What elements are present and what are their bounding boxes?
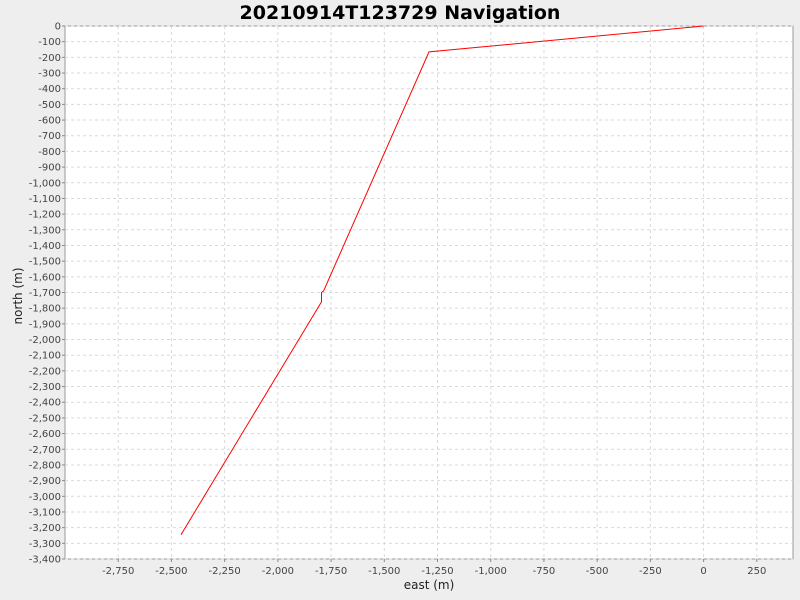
x-tick-label: -2,500 — [155, 566, 187, 577]
x-tick-label: -1,000 — [475, 566, 507, 577]
y-tick-label: -1,700 — [29, 288, 61, 299]
x-tick-label: 0 — [700, 566, 706, 577]
y-tick-label: -1,900 — [29, 319, 61, 330]
y-tick-label: -3,200 — [29, 523, 61, 534]
y-tick-label: -2,400 — [29, 398, 61, 409]
x-tick-label: -500 — [586, 566, 609, 577]
y-tick-label: -300 — [38, 69, 61, 80]
y-tick-label: -1,600 — [29, 272, 61, 283]
y-tick-label: -200 — [38, 53, 61, 64]
navigation-track-line — [180, 25, 704, 535]
y-tick-label: -1,200 — [29, 210, 61, 221]
y-tick-label: -2,900 — [29, 476, 61, 487]
axis-ticks: -2,750 -2,500 -2,250 -2,000 -1,750 -1,500 -1,2… — [29, 22, 767, 578]
y-tick-label: -2,300 — [29, 382, 61, 393]
x-tick-label: -2,250 — [209, 566, 241, 577]
grid — [65, 25, 793, 560]
y-tick-label: -3,400 — [29, 555, 61, 566]
x-tick-label: -1,750 — [315, 566, 347, 577]
y-tick-label: -800 — [38, 147, 61, 158]
x-axis-label: east (m) — [404, 578, 455, 592]
x-tick-label: 250 — [747, 566, 766, 577]
y-tick-label: -600 — [38, 116, 61, 127]
y-tick-label: -3,100 — [29, 507, 61, 518]
y-tick-label: -500 — [38, 100, 61, 111]
x-tick-label: -2,000 — [262, 566, 294, 577]
x-tick-label: -1,250 — [421, 566, 453, 577]
y-axis-label: north (m) — [11, 267, 25, 324]
chart-title: 20210914T123729 Navigation — [240, 2, 561, 24]
y-tick-label: -1,500 — [29, 257, 61, 268]
x-tick-label: -2,750 — [102, 566, 134, 577]
y-tick-label: -3,000 — [29, 492, 61, 503]
x-tick-label: -250 — [639, 566, 662, 577]
y-tick-label: -1,300 — [29, 225, 61, 236]
y-tick-label: -2,600 — [29, 429, 61, 440]
y-tick-label: -3,300 — [29, 539, 61, 550]
y-tick-label: -2,500 — [29, 413, 61, 424]
y-tick-label: -900 — [38, 163, 61, 174]
y-tick-label: -2,800 — [29, 460, 61, 471]
y-tick-label: -700 — [38, 131, 61, 142]
y-tick-label: -1,800 — [29, 304, 61, 315]
y-tick-label: 0 — [55, 22, 61, 33]
y-tick-label: -2,000 — [29, 335, 61, 346]
y-tick-label: -1,400 — [29, 241, 61, 252]
y-tick-label: -100 — [38, 37, 61, 48]
y-tick-label: -2,200 — [29, 366, 61, 377]
y-tick-label: -1,100 — [29, 194, 61, 205]
y-tick-label: -1,000 — [29, 178, 61, 189]
x-tick-label: -1,500 — [368, 566, 400, 577]
y-tick-label: -2,700 — [29, 445, 61, 456]
y-tick-label: -2,100 — [29, 351, 61, 362]
y-tick-label: -400 — [38, 84, 61, 95]
x-tick-label: -750 — [533, 566, 556, 577]
series-layer — [180, 25, 704, 535]
